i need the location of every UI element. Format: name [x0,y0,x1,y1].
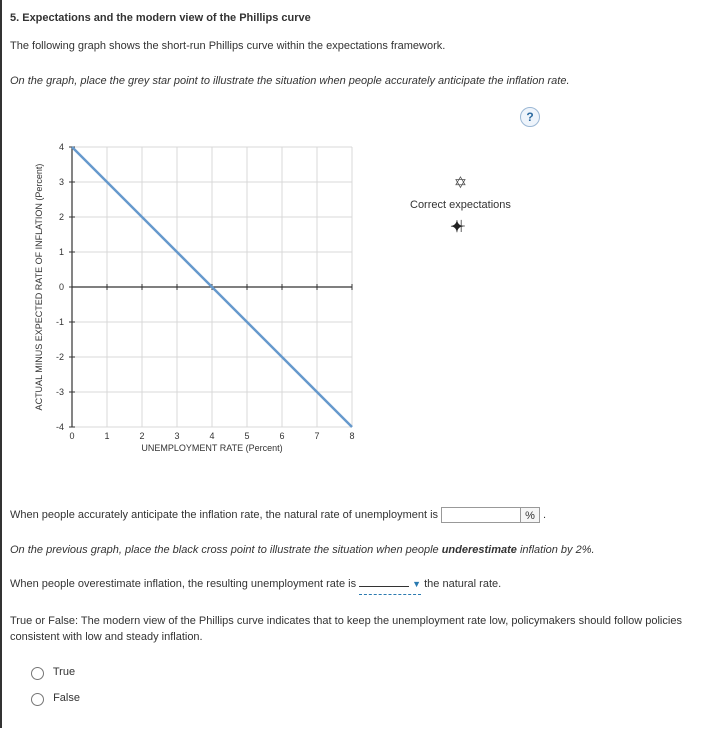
question-heading: 5. Expectations and the modern view of t… [10,12,697,24]
radio-false[interactable] [31,693,44,706]
svg-text:-3: -3 [56,387,64,397]
svg-text:UNEMPLOYMENT RATE (Percent): UNEMPLOYMENT RATE (Percent) [141,443,282,453]
svg-text:2: 2 [139,431,144,441]
svg-text:8: 8 [349,431,354,441]
help-button[interactable]: ? [520,107,540,127]
overestimate-prefix: When people overestimate inflation, the … [10,578,356,590]
legend: ✡ Correct expectations ✦┼ [410,167,511,243]
svg-text:6: 6 [279,431,284,441]
phillips-chart[interactable]: 0 1 2 3 4 5 6 7 8 -4 -3 -2 -1 0 1 2 3 4 UNEMPLOYMENT RATE … [30,137,390,467]
true-label: True [53,665,75,677]
natural-rate-question: When people accurately anticipate the in… [10,507,697,524]
svg-text:3: 3 [174,431,179,441]
svg-text:5: 5 [244,431,249,441]
svg-text:3: 3 [59,177,64,187]
graph-panel: ? 0 1 2 3 4 5 6 7 8 -4 -3 -2 -1 0 1 2 3 4 UNEMPLOYMENT RAT… [10,107,550,467]
natural-rate-input[interactable] [441,507,521,523]
false-label: False [53,691,80,703]
svg-text:-2: -2 [56,352,64,362]
svg-text:1: 1 [59,247,64,257]
instruction-1: On the graph, place the grey star point … [10,73,697,90]
star-icon[interactable]: ✡ [454,175,467,192]
overestimate-question: When people overestimate inflation, the … [10,576,697,595]
true-false-options: True False [26,664,697,706]
cross-icon[interactable]: ✦┼ [450,217,471,237]
natural-rate-prefix: When people accurately anticipate the in… [10,509,438,521]
svg-text:ACTUAL MINUS EXPECTED RATE OF: ACTUAL MINUS EXPECTED RATE OF INFLATION … [34,164,44,411]
svg-text:1: 1 [104,431,109,441]
svg-text:4: 4 [59,142,64,152]
svg-text:0: 0 [59,282,64,292]
radio-true[interactable] [31,667,44,680]
svg-text:-4: -4 [56,422,64,432]
svg-text:2: 2 [59,212,64,222]
percent-suffix: % [521,507,540,523]
legend-correct-label: Correct expectations [410,199,511,211]
relation-dropdown[interactable]: ▼ [359,576,421,595]
svg-text:4: 4 [209,431,214,441]
svg-text:-1: -1 [56,317,64,327]
intro-text: The following graph shows the short-run … [10,38,697,55]
instruction-2: On the previous graph, place the black c… [10,542,697,559]
svg-text:0: 0 [69,431,74,441]
overestimate-suffix: the natural rate. [424,578,501,590]
period: . [543,509,546,521]
svg-text:7: 7 [314,431,319,441]
true-false-question: True or False: The modern view of the Ph… [10,613,697,646]
